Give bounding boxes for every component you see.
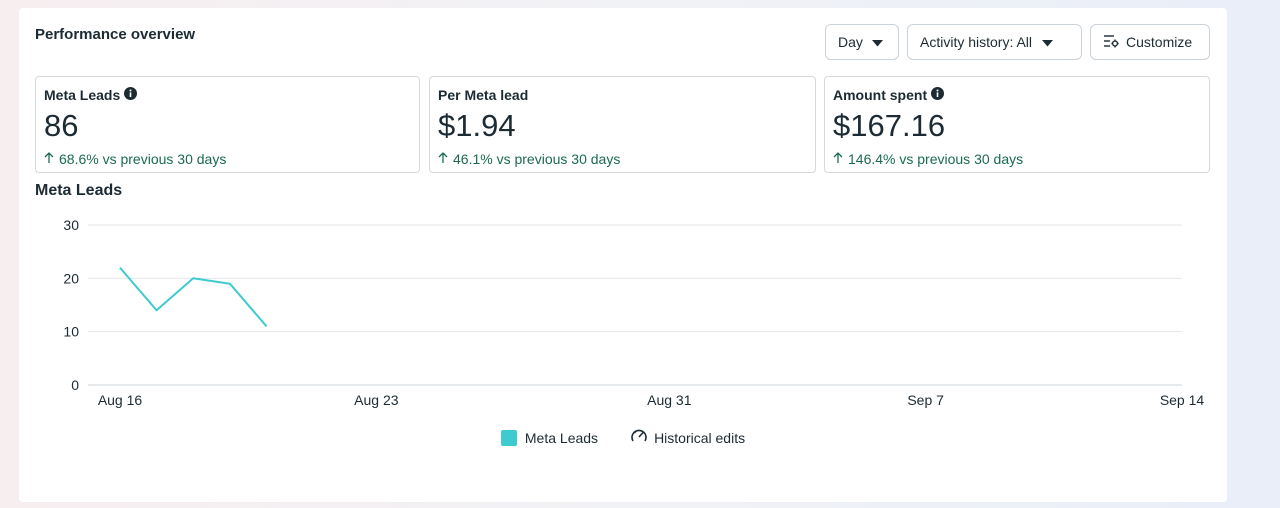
page-title: Performance overview xyxy=(35,26,196,43)
x-tick-label: Sep 14 xyxy=(1160,392,1205,408)
legend-swatch xyxy=(500,429,517,446)
metric-change: 68.6% vs previous 30 days xyxy=(44,151,411,167)
metric-card-meta-leads[interactable]: Meta Leads 86 68.6% vs previous 30 days xyxy=(35,76,420,173)
metric-card-per-meta-lead[interactable]: Per Meta lead $1.94 46.1% vs previous 30… xyxy=(429,76,816,173)
legend-label: Meta Leads xyxy=(524,429,599,446)
x-tick-label: Sep 7 xyxy=(907,392,944,408)
metric-label: Meta Leads xyxy=(44,87,121,103)
x-tick-label: Aug 23 xyxy=(354,392,399,408)
arrow-up-icon xyxy=(44,151,54,167)
metric-change-text: 68.6% vs previous 30 days xyxy=(59,151,227,167)
y-tick-label: 20 xyxy=(63,270,79,286)
activity-history-label: Activity history: All xyxy=(920,34,1033,50)
info-icon[interactable] xyxy=(931,87,945,103)
x-tick-label: Aug 31 xyxy=(647,392,692,408)
metric-label-row: Amount spent xyxy=(833,87,1201,103)
day-dropdown-label: Day xyxy=(838,34,863,50)
caret-down-icon xyxy=(871,34,883,50)
leads-line-chart: 0 10 20 30 Aug 16 Aug 23 Aug 31 Sep 7 Sep 14 xyxy=(63,217,1205,408)
legend-item-historical-edits[interactable]: Historical edits xyxy=(630,428,745,447)
chart-legend: Meta Leads Historical edits xyxy=(19,428,1227,447)
metric-value: $167.16 xyxy=(833,108,946,143)
arrow-up-icon xyxy=(833,151,843,167)
y-tick-label: 0 xyxy=(71,377,79,393)
y-tick-label: 30 xyxy=(63,217,79,233)
series-line-meta-leads[interactable] xyxy=(119,267,268,327)
metric-label: Amount spent xyxy=(833,87,928,103)
metric-change-text: 46.1% vs previous 30 days xyxy=(453,151,621,167)
customize-icon xyxy=(1103,34,1119,51)
legend-item-meta-leads[interactable]: Meta Leads xyxy=(500,428,599,447)
metric-label: Per Meta lead xyxy=(438,87,529,103)
caret-down-icon xyxy=(1042,34,1054,50)
metric-label-row: Per Meta lead xyxy=(438,87,807,103)
info-icon[interactable] xyxy=(124,87,138,103)
arrow-up-icon xyxy=(438,151,448,167)
metric-change: 46.1% vs previous 30 days xyxy=(438,151,807,167)
customize-label: Customize xyxy=(1126,34,1193,50)
activity-history-dropdown[interactable]: Activity history: All xyxy=(907,24,1082,60)
metric-value: 86 xyxy=(44,108,79,143)
y-tick-label: 10 xyxy=(63,324,79,340)
metric-change: 146.4% vs previous 30 days xyxy=(833,151,1201,167)
metric-value: $1.94 xyxy=(438,108,516,143)
metric-change-text: 146.4% vs previous 30 days xyxy=(848,151,1024,167)
customize-button[interactable]: Customize xyxy=(1090,24,1210,60)
metric-label-row: Meta Leads xyxy=(44,87,411,103)
day-dropdown[interactable]: Day xyxy=(825,24,899,60)
chart-title: Meta Leads xyxy=(35,182,123,199)
metric-card-amount-spent[interactable]: Amount spent $167.16 146.4% vs previous … xyxy=(824,76,1210,173)
x-tick-label: Aug 16 xyxy=(98,392,143,408)
gauge-icon xyxy=(630,428,648,447)
legend-label: Historical edits xyxy=(654,429,746,446)
performance-panel: Performance overview Day Activity histor… xyxy=(19,8,1227,502)
